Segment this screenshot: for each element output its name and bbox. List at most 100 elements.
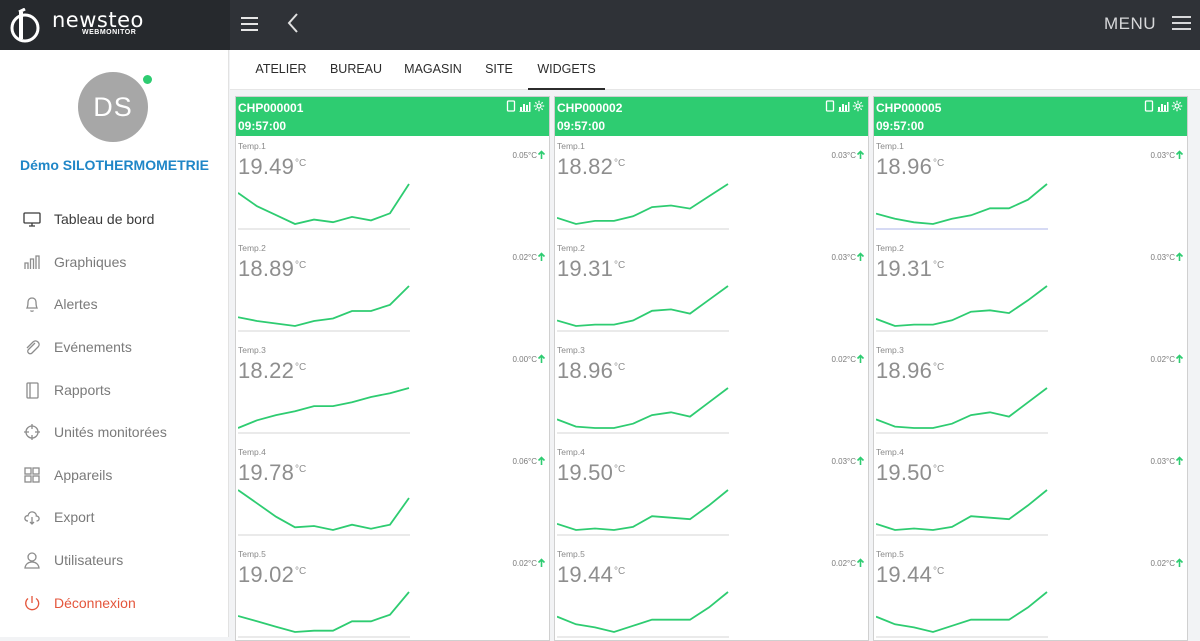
sidebar-item-label: Rapports (54, 381, 111, 398)
sidebar-item-crosshair[interactable]: Unités monitorées (0, 411, 229, 454)
sparkline-line (238, 489, 410, 531)
grid-icon (22, 465, 42, 485)
monitor-icon (22, 209, 42, 229)
sensor-row[interactable]: Temp.2 19.31 °C 0.03°C (555, 238, 868, 340)
sensor-sparkline[interactable] (557, 282, 730, 334)
widget-time: 09:57:00 (876, 119, 925, 133)
tab-widgets[interactable]: WIDGETS (528, 50, 605, 90)
arrow-up-icon (856, 354, 865, 363)
sensor-sparkline[interactable] (557, 384, 730, 436)
sensor-sparkline[interactable] (876, 486, 1049, 538)
widget-card: CHP000005 09:57:00 Temp.1 18.96 °C 0.03°C Temp… (873, 96, 1188, 641)
sparkline-line (557, 387, 729, 429)
arrow-up-icon (856, 150, 865, 159)
arrow-up-icon (537, 354, 546, 363)
sensor-sparkline[interactable] (876, 180, 1049, 232)
sensor-delta: 0.03°C (1150, 151, 1175, 160)
brand[interactable]: newsteo WEBMONITOR (0, 0, 230, 50)
sensor-delta: 0.03°C (831, 151, 856, 160)
sensor-row[interactable]: Temp.2 19.31 °C 0.03°C (874, 238, 1187, 340)
sensor-sparkline[interactable] (238, 384, 411, 436)
sensor-row[interactable]: Temp.3 18.96 °C 0.02°C (555, 340, 868, 442)
sensor-sparkline[interactable] (876, 282, 1049, 334)
sensor-value: 19.78 (238, 460, 295, 485)
sensor-row[interactable]: Temp.1 18.82 °C 0.03°C (555, 136, 868, 238)
sensor-value: 18.96 (876, 358, 933, 383)
gear-icon[interactable] (533, 100, 545, 112)
avatar[interactable]: DS (78, 72, 148, 142)
sensor-sparkline[interactable] (876, 384, 1049, 436)
sparkline-line (876, 591, 1048, 633)
tab-atelier[interactable]: ATELIER (255, 62, 307, 76)
online-status-dot (143, 75, 152, 84)
sensor-unit: °C (614, 464, 626, 475)
widget-header: CHP000005 09:57:00 (874, 97, 1187, 136)
sensor-row[interactable]: Temp.3 18.22 °C 0.00°C (236, 340, 549, 442)
power-icon (22, 593, 42, 613)
menu-icon[interactable] (1172, 16, 1191, 31)
arrow-up-icon (856, 456, 865, 465)
mobile-icon[interactable] (1143, 100, 1155, 112)
bar-chart-icon[interactable] (519, 100, 531, 112)
sensor-row[interactable]: Temp.4 19.50 °C 0.03°C (874, 442, 1187, 544)
sidebar-item-user[interactable]: Utilisateurs (0, 539, 229, 582)
sidebar-toggle-icon[interactable] (241, 17, 258, 31)
sidebar-item-book[interactable]: Rapports (0, 368, 229, 411)
sparkline-line (238, 387, 410, 429)
sensor-delta: 0.02°C (512, 559, 537, 568)
sidebar-item-power[interactable]: Déconnexion (0, 581, 229, 624)
user-name[interactable]: Démo SILOTHERMOMETRIE (19, 157, 209, 173)
bell-icon (22, 294, 42, 314)
sensor-row[interactable]: Temp.2 18.89 °C 0.02°C (236, 238, 549, 340)
sparkline-line (238, 183, 410, 225)
gear-icon[interactable] (1171, 100, 1183, 112)
sensor-value: 19.50 (557, 460, 614, 485)
sensor-row[interactable]: Temp.5 19.44 °C 0.02°C (874, 544, 1187, 640)
tab-magasin[interactable]: MAGASIN (404, 62, 462, 76)
sensor-name: Temp.5 (557, 549, 585, 559)
tab-bureau[interactable]: BUREAU (329, 62, 383, 76)
sensor-sparkline[interactable] (238, 282, 411, 334)
sensor-unit: °C (614, 362, 626, 373)
mobile-icon[interactable] (824, 100, 836, 112)
sensor-row[interactable]: Temp.1 19.49 °C 0.05°C (236, 136, 549, 238)
sidebar-item-paperclip[interactable]: Evénements (0, 326, 229, 369)
sensor-row[interactable]: Temp.5 19.44 °C 0.02°C (555, 544, 868, 640)
sidebar: DS Démo SILOTHERMOMETRIE Tableau de bord… (0, 50, 229, 637)
widget-device-id[interactable]: CHP000001 (238, 101, 304, 115)
sensor-sparkline[interactable] (557, 180, 730, 232)
sensor-row[interactable]: Temp.3 18.96 °C 0.02°C (874, 340, 1187, 442)
mobile-icon[interactable] (505, 100, 517, 112)
sidebar-item-monitor[interactable]: Tableau de bord (0, 198, 229, 241)
widget-device-id[interactable]: CHP000002 (557, 101, 623, 115)
bar-chart-icon[interactable] (838, 100, 850, 112)
sensor-name: Temp.3 (238, 345, 266, 355)
sensor-sparkline[interactable] (238, 588, 411, 640)
sensor-row[interactable]: Temp.1 18.96 °C 0.03°C (874, 136, 1187, 238)
sensor-sparkline[interactable] (557, 588, 730, 640)
sensor-sparkline[interactable] (238, 486, 411, 538)
sidebar-item-label: Graphiques (54, 253, 127, 270)
widget-device-id[interactable]: CHP000005 (876, 101, 942, 115)
sensor-row[interactable]: Temp.4 19.78 °C 0.06°C (236, 442, 549, 544)
sidebar-item-bell[interactable]: Alertes (0, 283, 229, 326)
sensor-sparkline[interactable] (876, 588, 1049, 640)
arrow-up-icon (1175, 252, 1184, 261)
sensor-row[interactable]: Temp.5 19.02 °C 0.02°C (236, 544, 549, 640)
sensor-sparkline[interactable] (238, 180, 411, 232)
menu-label[interactable]: MENU (1104, 14, 1157, 33)
sparkline-line (876, 285, 1048, 327)
sidebar-item-cloud-download[interactable]: Export (0, 496, 229, 539)
sidebar-item-grid[interactable]: Appareils (0, 454, 229, 497)
sensor-unit: °C (614, 158, 626, 169)
gear-icon[interactable] (852, 100, 864, 112)
arrow-up-icon (537, 150, 546, 159)
chevron-left-icon[interactable] (286, 12, 300, 34)
tab-site[interactable]: SITE (485, 62, 513, 76)
sensor-sparkline[interactable] (557, 486, 730, 538)
sidebar-item-bar-chart[interactable]: Graphiques (0, 241, 229, 284)
bar-chart-icon[interactable] (1157, 100, 1169, 112)
sensor-row[interactable]: Temp.4 19.50 °C 0.03°C (555, 442, 868, 544)
book-icon (22, 380, 42, 400)
paperclip-icon (22, 337, 42, 357)
